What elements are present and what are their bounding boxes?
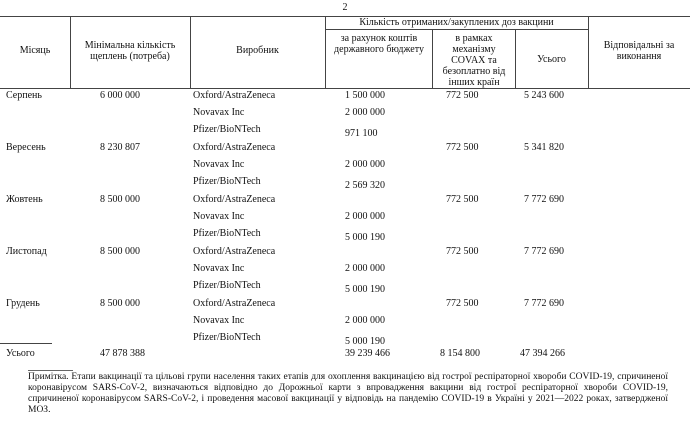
manufacturer: Novavax Inc [193,315,245,326]
budget: 2 000 000 [345,159,385,170]
note: Примітка. Етапи вакцинації та цільові гр… [28,372,668,416]
month: Листопад [6,246,47,257]
header: в рамках механізму COVAX та безоплатно в… [442,33,506,88]
rule [0,16,690,17]
budget: 5 000 190 [345,336,385,347]
rule [515,29,516,88]
rule [588,16,589,88]
header: Відповідальні за виконання [603,40,675,62]
manufacturer: Novavax Inc [193,159,245,170]
manufacturer: Pfizer/BioNTech [193,280,261,291]
manufacturer: Pfizer/BioNTech [193,124,261,135]
budget: 39 239 466 [345,348,390,359]
budget: 971 100 [345,128,378,139]
header: Місяць [19,45,51,56]
total-label: Усього [6,348,35,359]
rule [0,88,690,89]
rule [0,343,52,344]
covax: 772 500 [446,194,479,205]
covax: 772 500 [446,298,479,309]
total: 5 341 820 [524,142,564,153]
budget: 2 000 000 [345,315,385,326]
note-text: Етапи вакцинації та цільові групи населе… [28,372,669,415]
month: Серпень [6,90,42,101]
rule [432,29,433,88]
total: 7 772 690 [524,246,564,257]
header: Виробник [236,45,279,56]
header: Кількість отриманих/закуплених доз вакци… [359,17,554,28]
rule [190,16,191,88]
header: Усього [537,54,566,65]
page-number: 2 [342,2,348,13]
manufacturer: Pfizer/BioNTech [193,228,261,239]
covax: 772 500 [446,246,479,257]
month: Грудень [6,298,40,309]
manufacturer: Novavax Inc [193,211,245,222]
manufacturer: Pfizer/BioNTech [193,332,261,343]
budget: 5 000 190 [345,232,385,243]
budget: 2 569 320 [345,180,385,191]
manufacturer: Oxford/AstraZeneca [193,246,276,257]
manufacturer: Oxford/AstraZeneca [193,90,276,101]
budget: 1 500 000 [345,90,385,101]
budget: 2 000 000 [345,107,385,118]
manufacturer: Oxford/AstraZeneca [193,142,276,153]
minimum: 8 230 807 [100,142,140,153]
month: Жовтень [6,194,43,205]
manufacturer: Oxford/AstraZeneca [193,194,276,205]
manufacturer: Oxford/AstraZeneca [193,298,276,309]
minimum: 6 000 000 [100,90,140,101]
budget: 5 000 190 [345,284,385,295]
rule [325,29,588,30]
manufacturer: Pfizer/BioNTech [193,176,261,187]
minimum: 47 878 388 [100,348,145,359]
covax: 772 500 [446,90,479,101]
month: Вересень [6,142,46,153]
manufacturer: Novavax Inc [193,107,245,118]
rule [28,370,73,371]
manufacturer: Novavax Inc [193,263,245,274]
minimum: 8 500 000 [100,298,140,309]
minimum: 8 500 000 [100,194,140,205]
covax: 772 500 [446,142,479,153]
rule [325,16,326,88]
note-label: Примітка. [28,372,69,382]
budget: 2 000 000 [345,211,385,222]
header: Мінімальна кількість щеплень (потреба) [84,40,176,62]
budget: 2 000 000 [345,263,385,274]
rule [70,16,71,88]
total: 47 394 266 [520,348,565,359]
header: за рахунок коштів державного бюджету [334,33,424,55]
total: 7 772 690 [524,298,564,309]
covax: 8 154 800 [440,348,480,359]
minimum: 8 500 000 [100,246,140,257]
total: 7 772 690 [524,194,564,205]
total: 5 243 600 [524,90,564,101]
